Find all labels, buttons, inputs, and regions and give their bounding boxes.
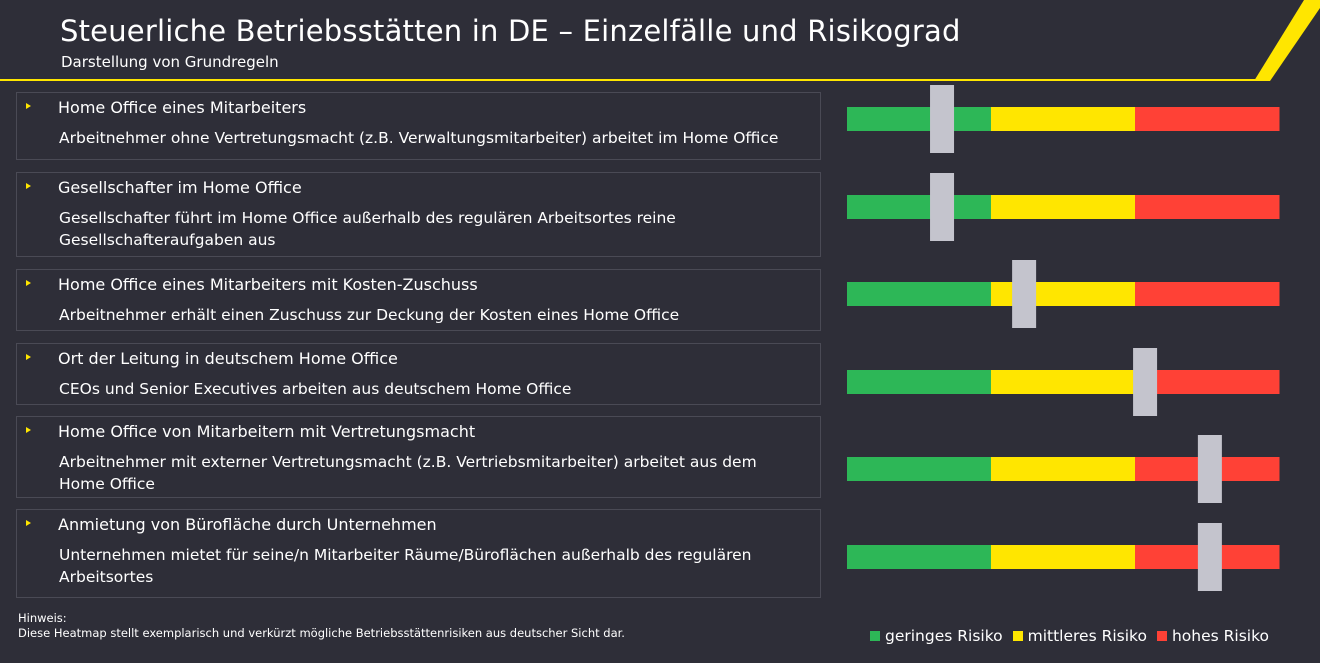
brand-beam-logo (1254, 0, 1320, 81)
risk-bar-row (847, 260, 1280, 328)
risk-marker (930, 85, 955, 153)
case-title: Anmietung von Bürofläche durch Unternehm… (58, 515, 437, 534)
case-item: Gesellschafter im Home Office Gesellscha… (16, 172, 821, 257)
note-heading: Hinweis: (18, 611, 67, 625)
case-title: Ort der Leitung in deutschem Home Office (58, 349, 398, 368)
note: Hinweis: Diese Heatmap stellt exemplaris… (18, 611, 625, 641)
legend-swatch-medium (1012, 631, 1023, 641)
risk-segment (990, 457, 1136, 481)
risk-bar-row (847, 85, 1280, 153)
legend-swatch-high (1156, 631, 1167, 641)
risk-marker (930, 173, 955, 241)
case-description: Unternehmen mietet für seine/n Mitarbeit… (59, 546, 752, 586)
risk-marker (1133, 348, 1158, 416)
case-description: Gesellschafter führt im Home Office auße… (59, 209, 676, 249)
case-title: Home Office von Mitarbeitern mit Vertret… (58, 422, 476, 441)
case-item: Home Office eines Mitarbeiters mit Koste… (16, 269, 821, 331)
page-title: Steuerliche Betriebsstätten in DE – Einz… (60, 14, 961, 48)
risk-segment (1135, 107, 1280, 131)
bullet-arrow-icon (26, 280, 31, 286)
case-title: Home Office eines Mitarbeiters (58, 98, 307, 117)
case-description: Arbeitnehmer ohne Vertretungsmacht (z.B.… (59, 129, 779, 147)
case-item: Home Office von Mitarbeitern mit Vertret… (16, 416, 821, 498)
chart-legend: geringes Risiko mittleres Risiko hohes R… (870, 627, 1269, 645)
risk-segment (990, 545, 1136, 569)
case-item: Home Office eines Mitarbeiters Arbeitneh… (16, 92, 821, 160)
bullet-arrow-icon (26, 520, 31, 526)
risk-bar-row (847, 523, 1280, 591)
bullet-arrow-icon (26, 354, 31, 360)
note-text: Diese Heatmap stellt exemplarisch und ve… (18, 626, 625, 640)
legend-label-low: geringes Risiko (885, 627, 1003, 645)
risk-segment (847, 282, 992, 306)
risk-segment (847, 545, 992, 569)
legend-swatch-low (870, 631, 880, 641)
bullet-arrow-icon (26, 183, 31, 189)
bullet-arrow-icon (26, 427, 31, 433)
case-item: Anmietung von Bürofläche durch Unternehm… (16, 509, 821, 598)
risk-segment (990, 195, 1136, 219)
case-description: Arbeitnehmer erhält einen Zuschuss zur D… (59, 306, 680, 324)
page-subtitle: Darstellung von Grundregeln (61, 53, 279, 71)
risk-segment (847, 107, 992, 131)
risk-marker (1197, 523, 1222, 591)
risk-segment (1135, 370, 1280, 394)
case-description: CEOs und Senior Executives arbeiten aus … (59, 380, 572, 398)
risk-segment (1135, 195, 1280, 219)
risk-bar-row (847, 173, 1280, 241)
risk-segment (847, 457, 992, 481)
case-item: Ort der Leitung in deutschem Home Office… (16, 343, 821, 405)
case-description: Arbeitnehmer mit externer Vertretungsmac… (59, 453, 757, 493)
risk-marker (1197, 435, 1222, 503)
legend-item-low: geringes Risiko (870, 627, 1003, 645)
risk-segment (847, 195, 992, 219)
risk-segment (1135, 282, 1280, 306)
risk-segment (847, 370, 992, 394)
risk-bar-row (847, 348, 1280, 416)
legend-item-high: hohes Risiko (1156, 627, 1270, 645)
risk-bar-row (847, 435, 1280, 503)
case-title: Home Office eines Mitarbeiters mit Koste… (58, 275, 478, 294)
risk-segment (990, 107, 1136, 131)
legend-label-medium: mittleres Risiko (1027, 627, 1147, 645)
legend-label-high: hohes Risiko (1171, 627, 1270, 645)
risk-marker (1012, 260, 1037, 328)
bullet-arrow-icon (26, 103, 31, 109)
legend-item-medium: mittleres Risiko (1012, 627, 1147, 645)
case-title: Gesellschafter im Home Office (58, 178, 302, 197)
header-divider (0, 79, 1262, 81)
risk-segment (990, 370, 1136, 394)
